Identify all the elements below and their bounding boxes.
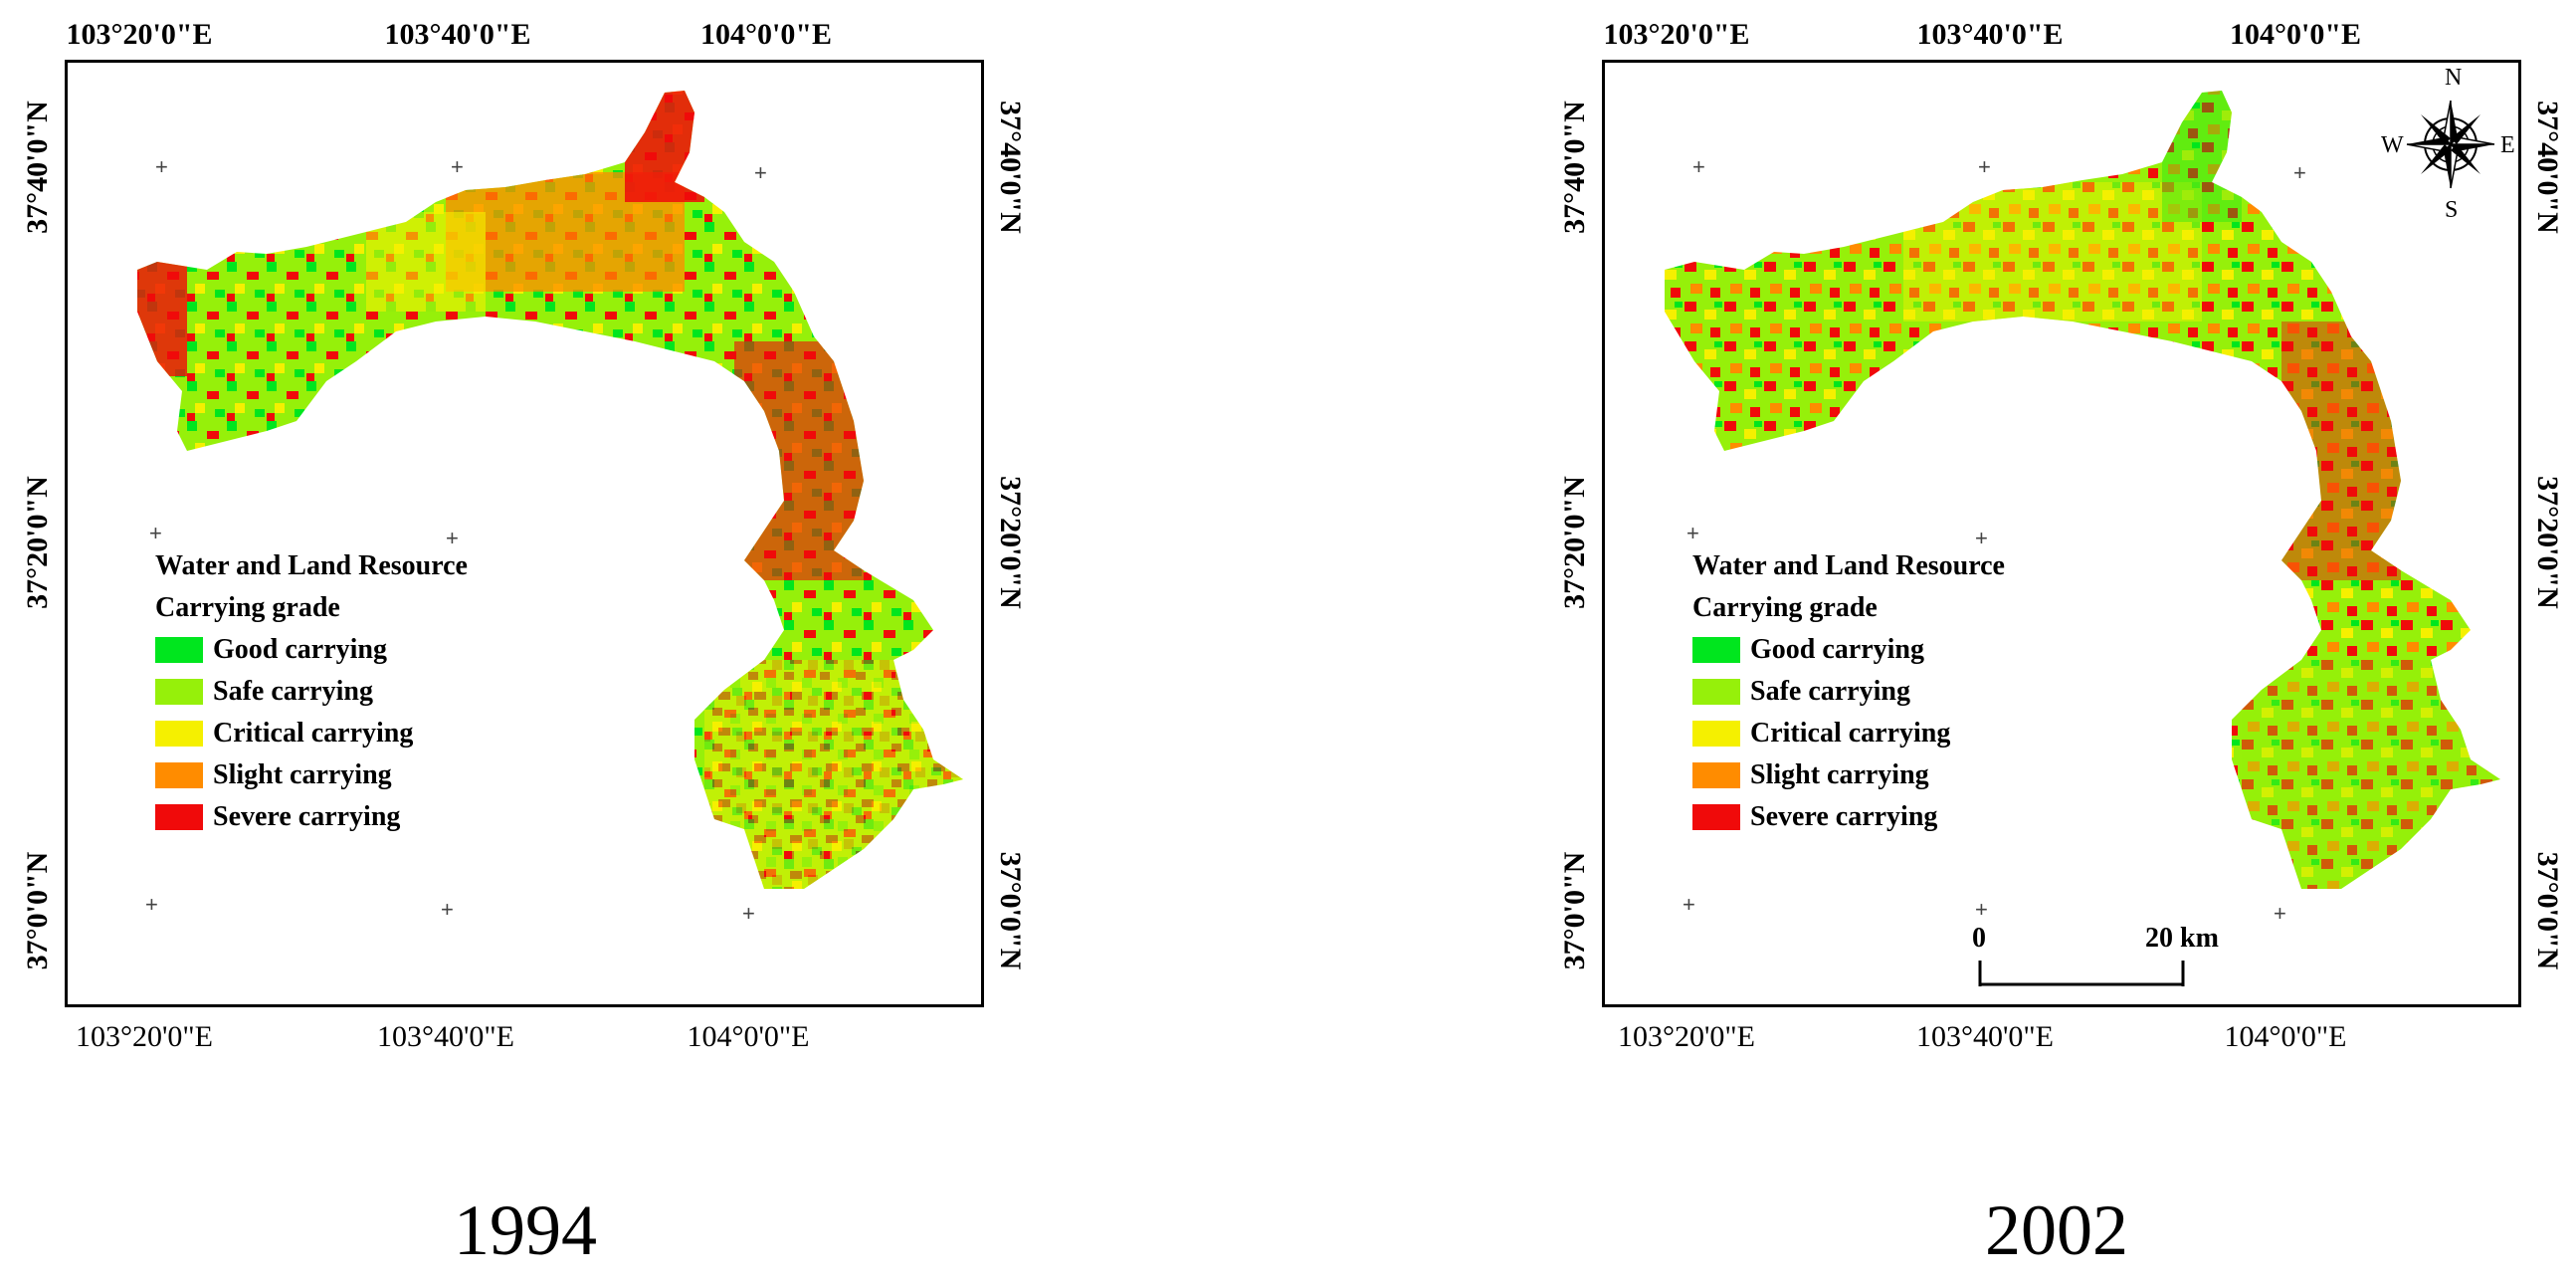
grid-marker: +	[2293, 160, 2306, 185]
scale-end-label: 20 km	[2145, 923, 2219, 954]
grid-marker: +	[441, 897, 454, 922]
scale-start-label: 0	[1972, 923, 1986, 954]
legend-title-line1: Water and Land Resource	[1692, 550, 2005, 581]
map-panel-1994: 103°20'0"E 103°40'0"E 104°0'0"E 37°40'0"…	[0, 0, 1027, 1287]
legend-swatch	[1692, 762, 1740, 788]
bottom-lon-label-2: 103°40'0"E	[1916, 1020, 2054, 1053]
left-lat-label-3: 37°0'0"N	[1558, 851, 1591, 970]
top-lon-label-3: 104°0'0"E	[700, 18, 832, 51]
legend-item-safe: Safe carrying	[155, 671, 468, 713]
map-panel-2002: 103°20'0"E 103°40'0"E 104°0'0"E 37°40'0"…	[1537, 0, 2564, 1287]
legend-item-good: Good carrying	[1692, 629, 2005, 671]
legend-label: Safe carrying	[213, 676, 373, 707]
legend-swatch	[1692, 721, 1740, 747]
legend-swatch	[1692, 679, 1740, 705]
legend-label: Safe carrying	[1750, 676, 1910, 707]
grid-marker: +	[1978, 154, 1991, 179]
right-lat-label-2: 37°20'0"N	[2531, 476, 2564, 609]
compass-e: E	[2500, 132, 2515, 158]
compass-s: S	[2445, 197, 2458, 222]
legend-label: Critical carrying	[1750, 718, 1951, 749]
carrying-map-2002: + + + + + + + +	[1665, 91, 2500, 926]
legend-item-good: Good carrying	[155, 629, 468, 671]
grid-marker: +	[1975, 526, 1988, 550]
grid-marker: +	[145, 892, 158, 917]
grid-marker: +	[451, 154, 464, 179]
right-lat-label-3: 37°0'0"N	[994, 851, 1027, 970]
left-lat-label-1: 37°40'0"N	[1558, 101, 1591, 234]
legend-item-slight: Slight carrying	[155, 754, 468, 796]
legend-item-severe: Severe carrying	[1692, 796, 2005, 838]
carrying-map-1994: + + + + + + + +	[137, 91, 963, 926]
legend-label: Good carrying	[213, 634, 387, 665]
left-lat-label-1: 37°40'0"N	[21, 101, 54, 234]
bottom-lon-label-1: 103°20'0"E	[1618, 1020, 1755, 1053]
grid-marker: +	[1692, 154, 1705, 179]
top-lon-label-2: 103°40'0"E	[1916, 18, 2064, 51]
legend-title-line1: Water and Land Resource	[155, 550, 468, 581]
legend-swatch	[1692, 804, 1740, 830]
legend-swatch	[155, 721, 203, 747]
legend-item-critical: Critical carrying	[1692, 713, 2005, 754]
left-lat-label-2: 37°20'0"N	[1558, 476, 1591, 609]
grid-marker: +	[1975, 897, 1988, 922]
right-lat-label-2: 37°20'0"N	[994, 476, 1027, 609]
grid-marker: +	[149, 521, 162, 545]
top-lon-label-3: 104°0'0"E	[2230, 18, 2361, 51]
compass-w: W	[2381, 132, 2404, 158]
legend-swatch	[155, 804, 203, 830]
legend-label: Slight carrying	[1750, 759, 1929, 790]
grid-marker: +	[446, 526, 459, 550]
scale-bar-line	[1978, 961, 2185, 986]
legend-title-line2: Carrying grade	[1692, 592, 1878, 623]
legend-title-line2: Carrying grade	[155, 592, 340, 623]
legend-swatch	[155, 762, 203, 788]
year-label-2002: 2002	[1985, 1190, 2128, 1270]
grid-marker: +	[2274, 901, 2286, 926]
left-lat-label-3: 37°0'0"N	[21, 851, 54, 970]
scale-bar: 0 20 km	[1972, 919, 2219, 988]
grid-marker: +	[1686, 521, 1699, 545]
legend-swatch	[155, 679, 203, 705]
grid-marker: +	[155, 154, 168, 179]
left-lat-label-2: 37°20'0"N	[21, 476, 54, 609]
legend-label: Good carrying	[1750, 634, 1924, 665]
year-label-1994: 1994	[454, 1190, 597, 1270]
map-frame-1994: + + + + + + + + Water and Land Resource …	[65, 60, 984, 1007]
bottom-lon-label-1: 103°20'0"E	[76, 1020, 213, 1053]
legend-label: Severe carrying	[1750, 801, 1938, 832]
bottom-lon-label-3: 104°0'0"E	[2224, 1020, 2347, 1053]
legend-label: Slight carrying	[213, 759, 392, 790]
legend-1994: Water and Land Resource Carrying grade G…	[155, 545, 468, 838]
legend-item-safe: Safe carrying	[1692, 671, 2005, 713]
north-arrow-compass-icon: N S E W	[2381, 65, 2515, 222]
legend-item-severe: Severe carrying	[155, 796, 468, 838]
grid-marker: +	[742, 901, 755, 926]
right-lat-label-3: 37°0'0"N	[2531, 851, 2564, 970]
legend-swatch	[1692, 637, 1740, 663]
legend-item-slight: Slight carrying	[1692, 754, 2005, 796]
right-lat-label-1: 37°40'0"N	[994, 101, 1027, 234]
right-lat-label-1: 37°40'0"N	[2531, 101, 2564, 234]
legend-label: Severe carrying	[213, 801, 401, 832]
legend-swatch	[155, 637, 203, 663]
legend-label: Critical carrying	[213, 718, 414, 749]
legend-2002: Water and Land Resource Carrying grade G…	[1692, 545, 2005, 838]
top-lon-label-1: 103°20'0"E	[1603, 18, 1750, 51]
legend-item-critical: Critical carrying	[155, 713, 468, 754]
top-lon-label-2: 103°40'0"E	[384, 18, 531, 51]
bottom-lon-label-2: 103°40'0"E	[377, 1020, 514, 1053]
grid-marker: +	[754, 160, 767, 185]
top-lon-label-1: 103°20'0"E	[66, 18, 213, 51]
compass-n: N	[2445, 65, 2462, 91]
grid-marker: +	[1683, 892, 1695, 917]
bottom-lon-label-3: 104°0'0"E	[687, 1020, 810, 1053]
map-frame-2002: + + + + + + + +	[1602, 60, 2521, 1007]
